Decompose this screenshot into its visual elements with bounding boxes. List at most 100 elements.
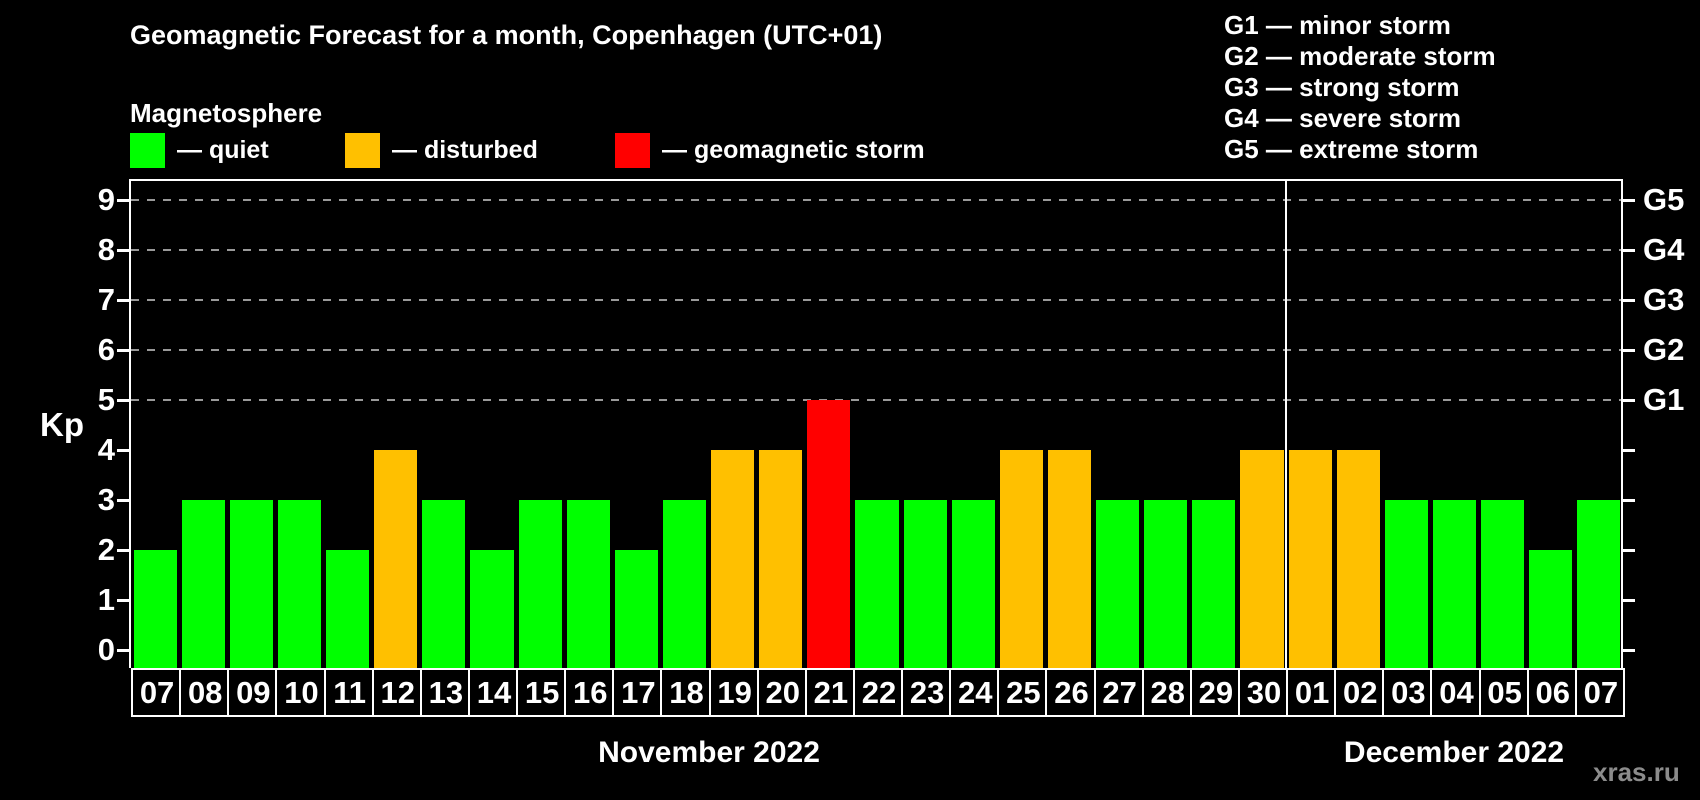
y-axis-tick: [117, 349, 131, 352]
day-cell: 26: [1045, 668, 1096, 717]
kp-bar-day-07: [1577, 500, 1621, 668]
y-axis-tick: [117, 649, 131, 652]
day-cell: 07: [1574, 668, 1625, 717]
g-axis-tick: [1621, 649, 1635, 652]
g-scale-legend-line: G1 — minor storm: [1224, 10, 1451, 40]
kp-bar-day-04: [1432, 500, 1477, 668]
kp-bar-day-09: [229, 500, 273, 668]
g-axis-label: G5: [1643, 182, 1685, 217]
g-axis-label: G2: [1643, 332, 1685, 367]
kp-bar-day-08: [181, 500, 225, 668]
day-cell: 20: [756, 668, 807, 717]
y-tick-label: 3: [97, 482, 115, 517]
day-cell: 07: [131, 668, 182, 717]
day-cell: 04: [1430, 668, 1481, 717]
day-cell: 22: [852, 668, 904, 717]
kp-bar-day-10: [277, 500, 321, 668]
day-cell: 17: [612, 668, 663, 717]
watermark: xras.ru: [1593, 757, 1680, 787]
kp-bar-day-19: [711, 450, 755, 668]
day-cell: 10: [275, 668, 326, 717]
g-scale-legend-line: G5 — extreme storm: [1224, 134, 1479, 164]
kp-bar-day-12: [374, 450, 418, 668]
y-axis-tick: [117, 249, 131, 252]
kp-bar-day-24: [951, 500, 995, 668]
y-tick-label: 4: [97, 432, 115, 467]
kp-bar-day-03: [1384, 500, 1428, 668]
kp-bar-day-07: [133, 550, 177, 668]
g-axis-label: G4: [1643, 232, 1685, 267]
day-cell: 29: [1189, 668, 1240, 717]
kp-bar-day-20: [759, 450, 803, 668]
y-axis-tick: [117, 499, 131, 502]
y-tick-label: 9: [97, 182, 115, 217]
kp-bar-day-18: [662, 500, 707, 668]
gridline: [131, 349, 1623, 351]
day-cell: 02: [1334, 668, 1385, 717]
y-tick-label: 7: [97, 282, 115, 317]
legend-label-storm: — geomagnetic storm: [662, 136, 925, 164]
day-cell: 27: [1093, 668, 1144, 717]
kp-bar-day-21: [807, 400, 851, 668]
day-row-right-border: [1623, 668, 1625, 717]
kp-bar-day-11: [326, 550, 370, 668]
kp-bar-day-23: [903, 500, 947, 668]
day-cell: 28: [1141, 668, 1192, 717]
y-tick-label: 1: [97, 582, 115, 617]
g-axis-tick: [1621, 499, 1635, 502]
y-axis-tick: [117, 199, 131, 202]
g-axis-tick: [1621, 349, 1635, 352]
month-separator-line: [1285, 181, 1288, 668]
kp-bar-day-27: [1096, 500, 1140, 668]
g-axis-label: G3: [1643, 282, 1685, 317]
day-cell: 23: [901, 668, 952, 717]
kp-bar-day-02: [1336, 450, 1380, 668]
kp-bar-day-15: [518, 500, 562, 668]
month-label-november: November 2022: [598, 736, 820, 769]
day-cell: 16: [564, 668, 615, 717]
plot-border: [129, 179, 1623, 668]
day-cell: 24: [949, 668, 1000, 717]
kp-bar-day-17: [614, 550, 658, 668]
kp-bar-day-05: [1481, 500, 1525, 668]
y-axis-tick: [117, 299, 131, 302]
legend-label-disturbed: — disturbed: [392, 136, 538, 164]
kp-bar-day-30: [1240, 450, 1284, 668]
day-cell: 13: [419, 668, 470, 717]
y-tick-label: 6: [97, 332, 115, 367]
legend-label-quiet: — quiet: [177, 136, 269, 164]
legend-swatch-disturbed: [345, 133, 380, 168]
g-axis-label: G1: [1643, 382, 1685, 417]
legend-swatch-storm: [615, 133, 650, 168]
kp-bar-day-01: [1288, 450, 1332, 668]
day-cell: 21: [804, 668, 855, 717]
gridline: [131, 399, 1623, 401]
kp-bar-day-28: [1144, 500, 1188, 668]
kp-bar-day-25: [999, 450, 1043, 668]
g-axis-tick: [1621, 299, 1635, 302]
y-tick-label: 0: [97, 632, 115, 667]
day-cell: 03: [1382, 668, 1433, 717]
day-cell: 18: [660, 668, 711, 717]
magnetosphere-subtitle: Magnetosphere: [130, 98, 323, 128]
day-cell: 08: [179, 668, 230, 717]
day-cell: 09: [227, 668, 278, 717]
kp-bar-day-29: [1192, 500, 1236, 668]
g-axis-tick: [1621, 449, 1635, 452]
y-axis-title: Kp: [40, 406, 84, 443]
g-axis-tick: [1621, 249, 1635, 252]
day-cell: 14: [467, 668, 519, 717]
y-tick-label: 5: [97, 382, 115, 417]
day-cell: 01: [1286, 668, 1337, 717]
y-axis-tick: [117, 399, 131, 402]
day-cell: 11: [323, 668, 374, 717]
y-tick-label: 8: [97, 232, 115, 267]
g-scale-legend-line: G2 — moderate storm: [1224, 41, 1496, 71]
day-cell: 19: [708, 668, 759, 717]
day-cell: 30: [1237, 668, 1289, 717]
legend-swatch-quiet: [130, 133, 165, 168]
day-cell: 06: [1526, 668, 1577, 717]
day-cell: 12: [371, 668, 422, 717]
y-axis-tick: [117, 549, 131, 552]
